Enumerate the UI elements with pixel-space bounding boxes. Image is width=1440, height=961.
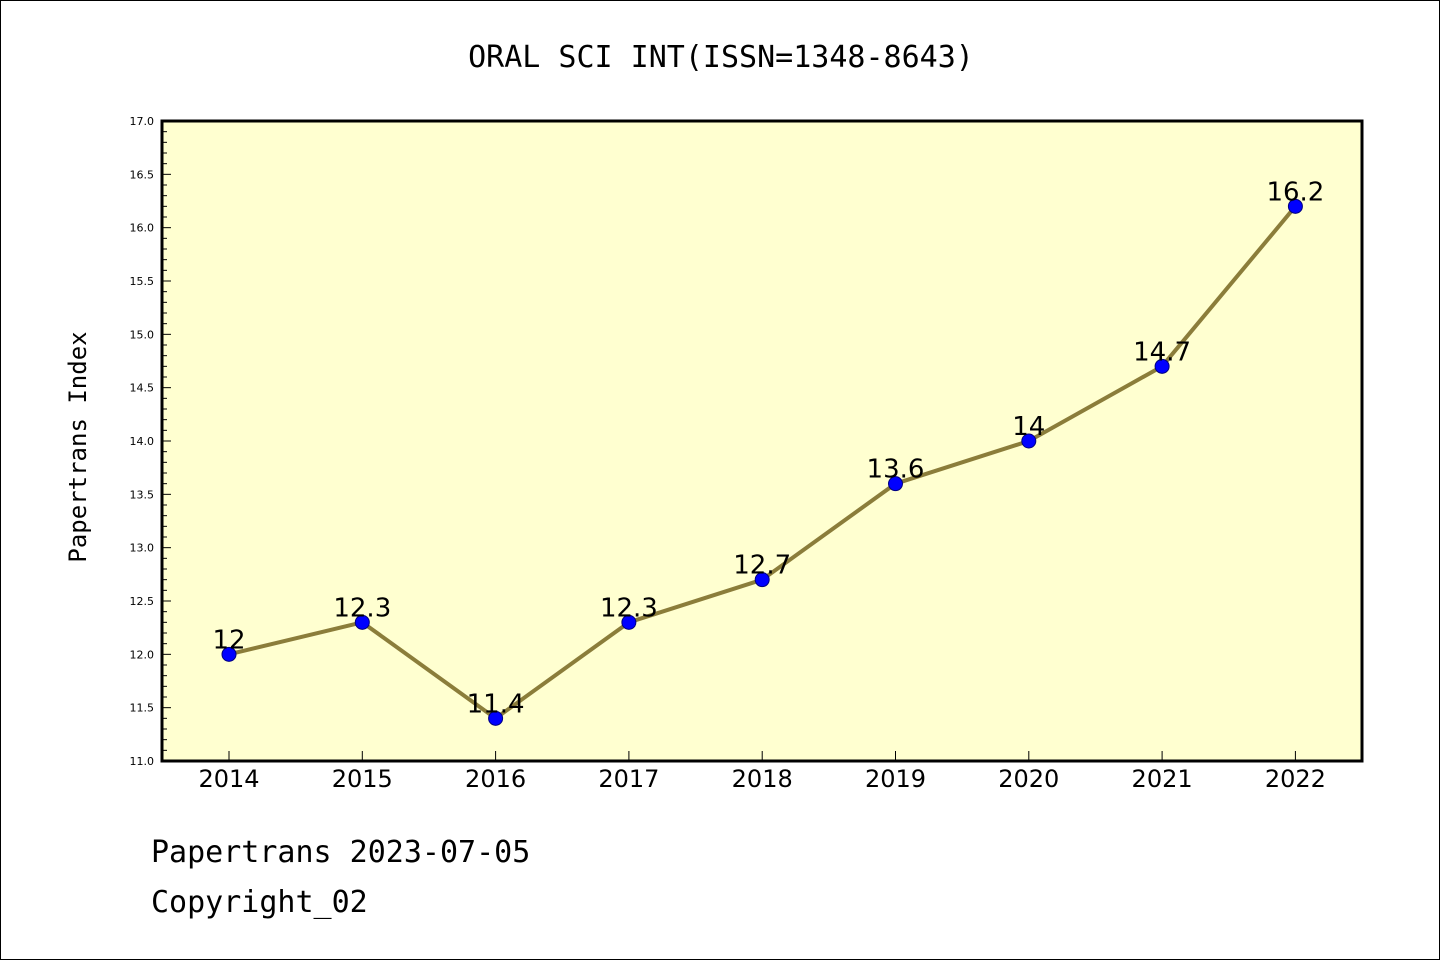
data-label: 12.3 xyxy=(333,593,391,623)
x-tick-label: 2018 xyxy=(732,765,793,793)
y-tick-label: 11.5 xyxy=(130,702,155,715)
y-tick-label: 12.0 xyxy=(130,648,155,661)
data-label: 14 xyxy=(1012,412,1045,442)
data-label: 11.4 xyxy=(467,689,525,719)
data-point xyxy=(354,614,370,630)
data-point xyxy=(621,614,637,630)
y-tick-label: 13.5 xyxy=(130,488,155,501)
x-axis: 2014 2015 2016 2017 2018 2019 2020 2021 2022 xyxy=(198,751,1326,793)
x-tick-label: 2015 xyxy=(332,765,393,793)
footer-copyright: Copyright_02 xyxy=(151,885,368,920)
y-axis: 11.0 11.5 12.0 12.5 13.0 13.5 14.0 14.5 15.0 15.5… xyxy=(130,115,171,768)
x-tick-label: 2020 xyxy=(998,765,1059,793)
data-label: 13.6 xyxy=(867,455,925,485)
y-tick-label: 14.5 xyxy=(130,382,155,395)
data-label: 12 xyxy=(212,625,245,655)
data-labels: 12 12.3 11.4 12.3 12.7 13.6 14 14.7 16.2 xyxy=(212,177,1324,719)
data-label: 12.3 xyxy=(600,593,658,623)
y-tick-label: 14.0 xyxy=(130,435,155,448)
data-label: 14.7 xyxy=(1133,337,1191,367)
data-point xyxy=(221,646,237,662)
x-tick-label: 2014 xyxy=(198,765,259,793)
y-tick-label: 13.0 xyxy=(130,542,155,555)
data-point xyxy=(1287,198,1303,214)
y-minor-ticks xyxy=(162,131,167,751)
data-point xyxy=(754,572,770,588)
x-tick-label: 2021 xyxy=(1132,765,1193,793)
data-label: 16.2 xyxy=(1266,177,1324,207)
x-tick-label: 2016 xyxy=(465,765,526,793)
data-point xyxy=(1021,433,1037,449)
data-point xyxy=(888,476,903,492)
y-tick-label: 15.5 xyxy=(130,275,155,288)
y-axis-label: Papertrans Index xyxy=(64,331,92,562)
x-tick-label: 2022 xyxy=(1265,765,1326,793)
y-tick-label: 15.0 xyxy=(130,328,155,341)
data-label: 12.7 xyxy=(733,551,791,581)
y-tick-label: 17.0 xyxy=(130,115,155,128)
data-points xyxy=(221,198,1303,726)
y-tick-label: 16.0 xyxy=(130,222,155,235)
y-tick-label: 12.5 xyxy=(130,595,155,608)
footer-date: Papertrans 2023-07-05 xyxy=(151,835,531,870)
y-tick-label: 16.5 xyxy=(130,168,155,181)
data-point xyxy=(1154,358,1170,374)
x-tick-label: 2017 xyxy=(598,765,659,793)
x-tick-label: 2019 xyxy=(865,765,926,793)
chart-title: ORAL SCI INT(ISSN=1348-8643) xyxy=(468,40,974,75)
data-point xyxy=(488,710,504,726)
y-tick-label: 11.0 xyxy=(130,755,155,768)
plot-area xyxy=(160,119,1364,763)
